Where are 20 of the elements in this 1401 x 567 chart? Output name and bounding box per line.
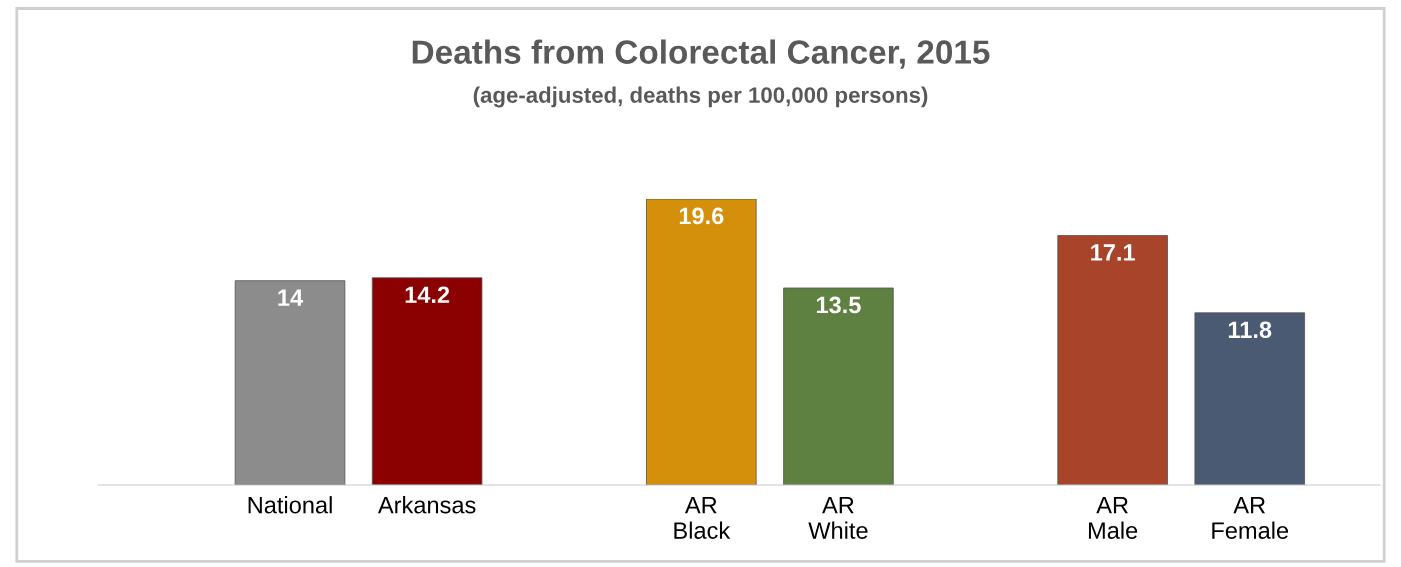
x-tick-label: AR White bbox=[808, 496, 868, 539]
bar bbox=[646, 199, 757, 485]
chart-title: Deaths from Colorectal Cancer, 2015 bbox=[412, 39, 990, 69]
data-label: 11.8 bbox=[1228, 321, 1272, 339]
data-label: 14 bbox=[278, 289, 304, 306]
bar bbox=[1057, 235, 1168, 485]
chart-subtitle: (age-adjusted, deaths per 100,000 persons) bbox=[473, 86, 928, 108]
x-tick-label: AR Female bbox=[1212, 496, 1289, 539]
bar bbox=[1194, 312, 1305, 485]
x-tick-label: National bbox=[248, 496, 332, 514]
x-tick-label: AR Black bbox=[674, 496, 731, 539]
x-tick-label: Arkansas bbox=[377, 496, 476, 514]
data-label: 19.6 bbox=[679, 207, 724, 225]
data-label: 13.5 bbox=[816, 296, 861, 314]
bar bbox=[783, 287, 894, 485]
data-label: 17.1 bbox=[1091, 244, 1135, 261]
data-label: 14.2 bbox=[405, 286, 450, 303]
x-tick-label: AR Male bbox=[1088, 496, 1138, 539]
bar bbox=[371, 277, 483, 485]
bar bbox=[234, 280, 346, 485]
